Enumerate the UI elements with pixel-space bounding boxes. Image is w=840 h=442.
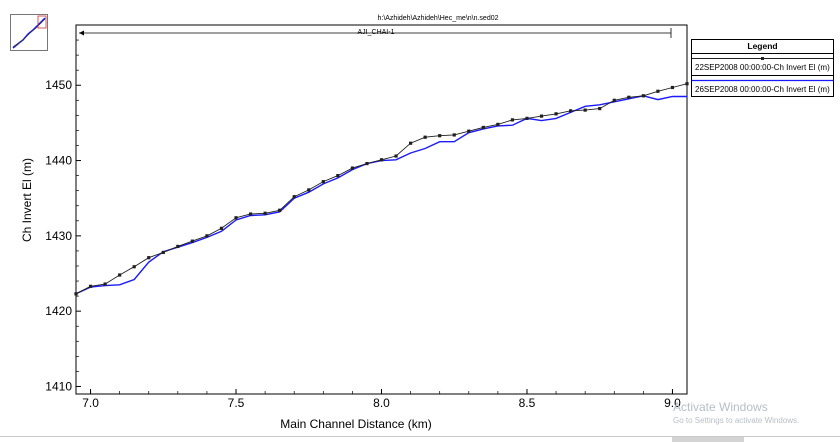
series-0-point — [554, 112, 558, 116]
y-tick-label: 1420 — [45, 304, 72, 318]
series-0-point — [510, 118, 515, 122]
series-line-1 — [75, 95, 687, 295]
series-0-point — [248, 212, 253, 216]
legend-swatch-26sep — [692, 79, 833, 82]
window-bottom-border — [0, 436, 840, 437]
legend-entry-22sep: 22SEP2008 00:00:00-Ch Invert El (m) — [692, 54, 833, 76]
series-layer — [74, 82, 689, 296]
overview-thumbnail[interactable] — [10, 14, 48, 51]
x-axis-ticks: 7.0 7.5 8.0 8.5 9.0 — [82, 389, 681, 410]
watermark-line-1: Activate Windows — [673, 400, 768, 414]
watermark-line-2: Go to Settings to activate Windows. — [673, 416, 800, 425]
series-line-0 — [75, 83, 688, 295]
legend: Legend 22SEP2008 00:00:00-Ch Invert El (… — [691, 39, 834, 97]
reach-name-label: AJI_CHAI-1 — [358, 29, 395, 36]
horizontal-scrollbar[interactable] — [672, 437, 744, 442]
y-tick-label: 1450 — [45, 78, 72, 92]
activation-watermark: Activate Windows Go to Settings to activ… — [673, 400, 799, 425]
series-0-point — [292, 195, 296, 199]
series-0-point — [190, 239, 194, 243]
series-0-point — [132, 265, 136, 269]
series-0-point — [350, 166, 355, 170]
series-0-point — [641, 94, 645, 98]
overview-thumbnail-icon — [12, 15, 47, 49]
series-0-point — [496, 122, 500, 127]
file-path-label: h:\Azhideh\Azhideh\Hec_me\n\n.sed02 — [377, 15, 498, 22]
series-0-point — [205, 234, 209, 238]
series-0-point — [656, 89, 660, 93]
series-0-point — [438, 134, 442, 138]
series-0-point — [627, 95, 631, 99]
y-tick-label: 1430 — [45, 229, 72, 243]
y-tick-label: 1440 — [45, 154, 72, 168]
x-tick-label: 8.0 — [373, 396, 390, 410]
series-0-point — [569, 109, 573, 113]
legend-swatch-22sep — [692, 57, 833, 60]
series-0-point — [161, 250, 165, 255]
series-0-point — [598, 106, 602, 111]
x-axis-title: Main Channel Distance (km) — [280, 417, 431, 431]
series-0-point — [307, 188, 311, 192]
series-0-point — [612, 98, 616, 102]
series-0-point — [583, 108, 587, 112]
y-axis-title: Ch Invert El (m) — [20, 158, 34, 242]
series-0-point — [278, 208, 282, 212]
series-0-point — [103, 282, 107, 286]
x-tick-label: 7.0 — [82, 396, 99, 410]
series-0-point — [467, 129, 471, 133]
x-tick-label: 7.5 — [228, 396, 245, 410]
legend-entry-26sep: 26SEP2008 00:00:00-Ch Invert El (m) — [692, 76, 833, 97]
series-0-point — [176, 244, 180, 248]
legend-label-22sep: 22SEP2008 00:00:00-Ch Invert El (m) — [695, 63, 830, 72]
x-tick-label: 9.0 — [664, 396, 681, 410]
series-0-point — [394, 154, 398, 158]
legend-label-26sep: 26SEP2008 00:00:00-Ch Invert El (m) — [695, 85, 830, 94]
series-0-point — [379, 158, 384, 162]
plot-area-border — [75, 24, 688, 395]
series-0-point — [234, 216, 238, 220]
series-0-point — [539, 114, 544, 118]
series-0-point — [74, 292, 78, 296]
series-0-point — [219, 226, 224, 230]
series-0-point — [365, 161, 369, 166]
legend-title: Legend — [692, 40, 833, 54]
series-0-point — [88, 284, 93, 288]
reach-extent-arrow — [79, 28, 672, 38]
series-0-point — [147, 256, 151, 260]
series-0-point — [321, 180, 325, 184]
y-tick-label: 1410 — [45, 379, 72, 393]
series-0-point — [263, 211, 267, 215]
series-0-point — [118, 273, 122, 277]
series-0-point — [423, 135, 427, 139]
series-0-point — [452, 133, 456, 137]
series-0-point — [525, 116, 529, 120]
series-0-point — [670, 85, 675, 90]
series-0-point — [336, 174, 340, 178]
series-0-point — [408, 141, 413, 145]
series-0-point — [481, 125, 485, 130]
y-axis-ticks: 1410 1420 1430 1440 1450 — [45, 24, 81, 393]
plot-frame — [75, 24, 688, 395]
reach-arrow-head-left — [79, 30, 84, 36]
x-tick-label: 8.5 — [519, 396, 536, 410]
series-0-point — [685, 82, 689, 86]
